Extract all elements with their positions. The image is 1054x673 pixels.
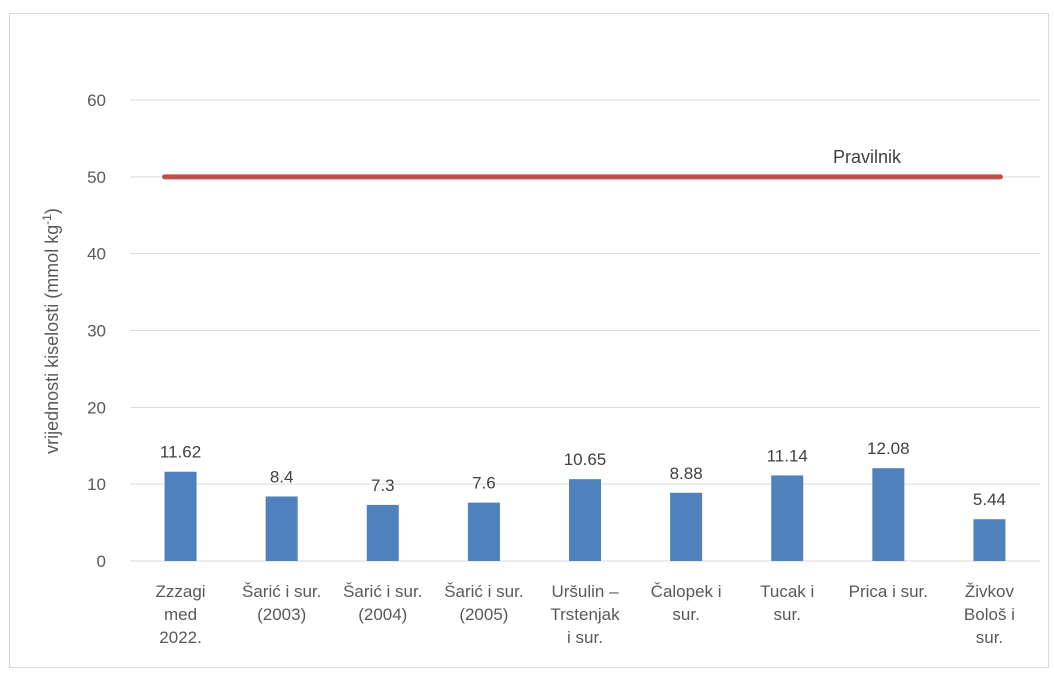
category-label: Zzzagi med 2022. bbox=[156, 582, 206, 647]
data-label: 12.08 bbox=[867, 439, 910, 458]
y-tick-label: 30 bbox=[87, 322, 106, 341]
y-axis-title: vrijednosti kiselosti (mmol kg-1) bbox=[40, 208, 62, 454]
y-tick-label: 0 bbox=[97, 552, 106, 571]
data-label: 7.6 bbox=[472, 474, 496, 493]
category-label: Prica i sur. bbox=[849, 582, 928, 601]
category-label: Šarić i sur. (2003) bbox=[242, 582, 321, 624]
bar bbox=[164, 471, 197, 561]
data-label: 11.62 bbox=[160, 443, 201, 462]
y-tick-label: 10 bbox=[87, 475, 106, 494]
category-label: Tucak i sur. bbox=[760, 582, 814, 624]
data-label: 8.88 bbox=[670, 464, 703, 483]
data-label: 10.65 bbox=[564, 450, 607, 469]
y-tick-label: 40 bbox=[87, 245, 106, 264]
bar bbox=[569, 479, 601, 561]
category-label: Šarić i sur. (2005) bbox=[444, 582, 523, 624]
bar bbox=[366, 504, 399, 561]
bar bbox=[973, 519, 1006, 561]
category-label: Uršulin – Trstenjak i sur. bbox=[550, 582, 620, 647]
bar bbox=[265, 496, 298, 561]
bar bbox=[670, 492, 703, 561]
data-label: 8.4 bbox=[270, 467, 294, 486]
reference-line-label: Pravilnik bbox=[833, 147, 902, 167]
y-tick-label: 50 bbox=[87, 168, 106, 187]
bar bbox=[467, 502, 500, 561]
y-tick-label: 20 bbox=[87, 398, 106, 417]
category-label: Šarić i sur. (2004) bbox=[343, 582, 422, 624]
bar bbox=[872, 468, 905, 561]
category-label: Čalopek i sur. bbox=[651, 582, 722, 624]
bar bbox=[771, 475, 804, 561]
data-label: 5.44 bbox=[973, 490, 1006, 509]
data-label: 11.14 bbox=[767, 446, 808, 465]
y-tick-label: 60 bbox=[87, 91, 106, 110]
data-label: 7.3 bbox=[371, 476, 395, 495]
category-label: Živkov Bološ i sur. bbox=[964, 582, 1015, 647]
